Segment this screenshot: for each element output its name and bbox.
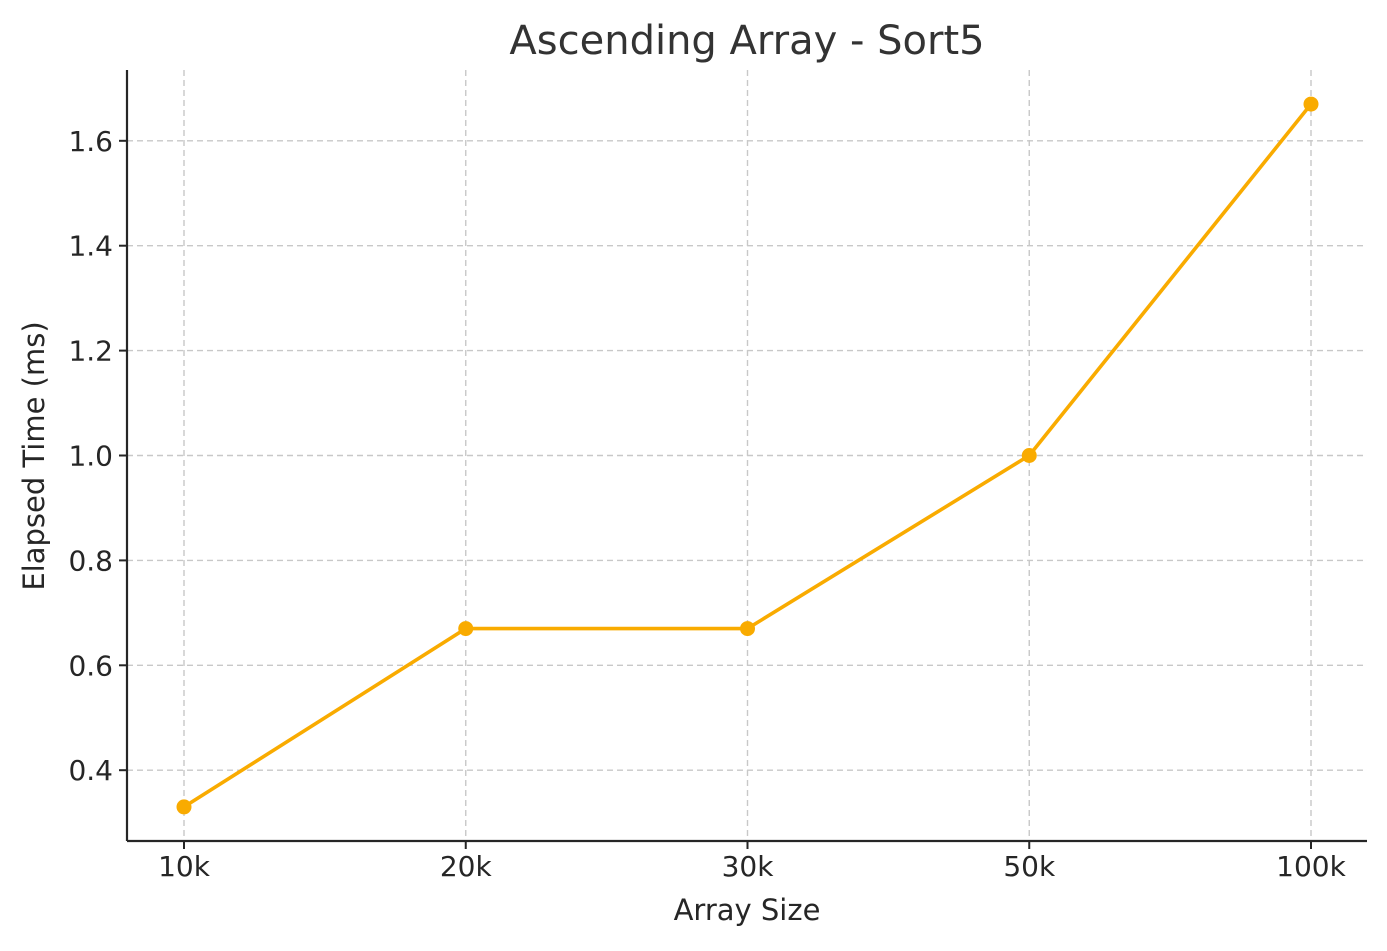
tick-labels: 10k 20k 30k 50k 100k 0.4 0.6 0.8 1.0 1.2 1.4 1.6 [68, 125, 1346, 883]
y-tick-label: 0.6 [68, 649, 113, 682]
x-axis-label: Array Size [674, 893, 821, 927]
y-tick-label: 0.4 [68, 754, 113, 787]
y-tick-label: 1.4 [68, 230, 113, 263]
data-point [1303, 96, 1319, 112]
y-tick-label: 1.0 [68, 440, 113, 473]
x-tick-label: 10k [158, 850, 211, 883]
y-tick-label: 0.8 [68, 544, 113, 577]
data-point [458, 621, 474, 637]
x-tick-label: 20k [440, 850, 493, 883]
x-tick-label: 30k [722, 850, 775, 883]
data-points [176, 96, 1319, 815]
data-point [1021, 448, 1037, 463]
y-tick-label: 1.6 [68, 125, 113, 158]
x-tick-label: 100k [1276, 850, 1346, 883]
y-axis-label: Elapsed Time (ms) [17, 321, 51, 590]
x-tick-label: 50k [1003, 850, 1056, 883]
axes [119, 70, 1367, 849]
chart-title: Ascending Array - Sort5 [509, 18, 984, 64]
data-point [740, 621, 755, 637]
data-point [176, 799, 192, 815]
y-tick-label: 1.2 [68, 335, 113, 368]
